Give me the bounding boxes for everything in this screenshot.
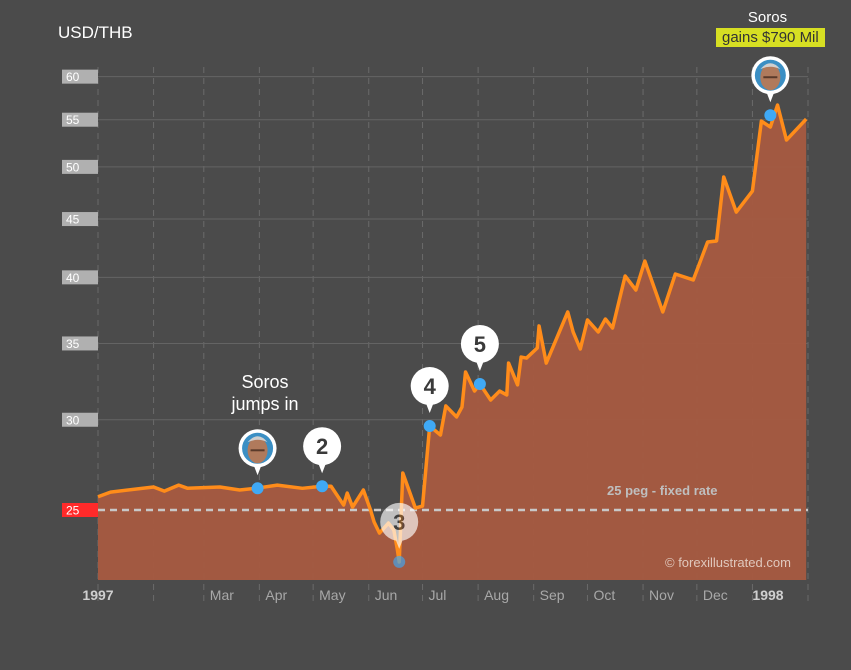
marker-number: 5: [474, 332, 486, 357]
y-tick-box: [62, 112, 98, 127]
event-marker: [238, 429, 277, 495]
credit-text: © forexillustrated.com: [665, 555, 791, 570]
event-dot: [473, 377, 486, 390]
y-tick-label: 40: [66, 271, 80, 285]
series-area: [98, 105, 807, 580]
x-tick-label: 1997: [82, 587, 113, 603]
x-tick-label: Nov: [649, 587, 674, 603]
portrait-hair: [247, 436, 268, 443]
x-tick-label: Oct: [593, 587, 615, 603]
event-marker: [751, 56, 790, 122]
bubble: [380, 502, 419, 541]
y-tick-box: [62, 270, 98, 285]
event-dot: [764, 109, 777, 122]
y-tick-label: 55: [66, 113, 80, 127]
y-tick-label: 25: [66, 504, 80, 518]
peg-line-label: 25 peg - fixed rate: [607, 483, 718, 498]
event-marker: 4: [410, 367, 449, 433]
chart-title: USD/THB: [58, 23, 133, 42]
event-marker: 3: [380, 502, 419, 568]
y-tick-box: [62, 336, 98, 351]
annotation-soros-gain-amount: gains $790 Mil: [716, 28, 825, 47]
annotation-soros-jumps-in: Soros jumps in: [205, 371, 325, 415]
x-tick-label: Apr: [265, 587, 287, 603]
x-tick-label: Aug: [484, 587, 509, 603]
x-tick-label: Sep: [540, 587, 565, 603]
event-dot: [393, 555, 406, 568]
event-dot: [423, 420, 436, 433]
y-tick-label: 35: [66, 337, 80, 351]
x-tick-label: Jul: [429, 587, 447, 603]
y-tick-label: 45: [66, 213, 80, 227]
bubble: [303, 427, 342, 466]
event-dot: [316, 480, 329, 493]
portrait-eyes: [250, 449, 265, 452]
y-tick-box: [62, 69, 98, 84]
annotation-soros-gain-title: Soros: [747, 9, 788, 26]
x-tick-label: Jun: [375, 587, 398, 603]
y-tick-box: [62, 412, 98, 427]
y-tick-box: [62, 503, 98, 517]
bubble: [410, 367, 449, 406]
y-tick-box: [62, 159, 98, 174]
marker-number: 3: [393, 510, 405, 535]
event-marker: 2: [303, 427, 342, 493]
event-dot: [251, 482, 264, 495]
y-tick-label: 60: [66, 70, 80, 84]
x-tick-label: Dec: [703, 587, 728, 603]
y-tick-box: [62, 212, 98, 227]
portrait-eyes: [763, 76, 778, 79]
bubble: [460, 324, 499, 363]
marker-number: 4: [424, 374, 437, 399]
x-tick-label: May: [319, 587, 345, 603]
y-tick-label: 50: [66, 160, 80, 174]
x-tick-label: 1998: [752, 587, 783, 603]
event-marker: 5: [460, 324, 499, 390]
annotation-line: Soros: [241, 372, 289, 392]
x-tick-label: Mar: [210, 587, 234, 603]
portrait-hair: [760, 63, 781, 70]
marker-number: 2: [316, 434, 328, 459]
annotation-line: jumps in: [231, 394, 299, 414]
y-tick-label: 30: [66, 413, 80, 427]
